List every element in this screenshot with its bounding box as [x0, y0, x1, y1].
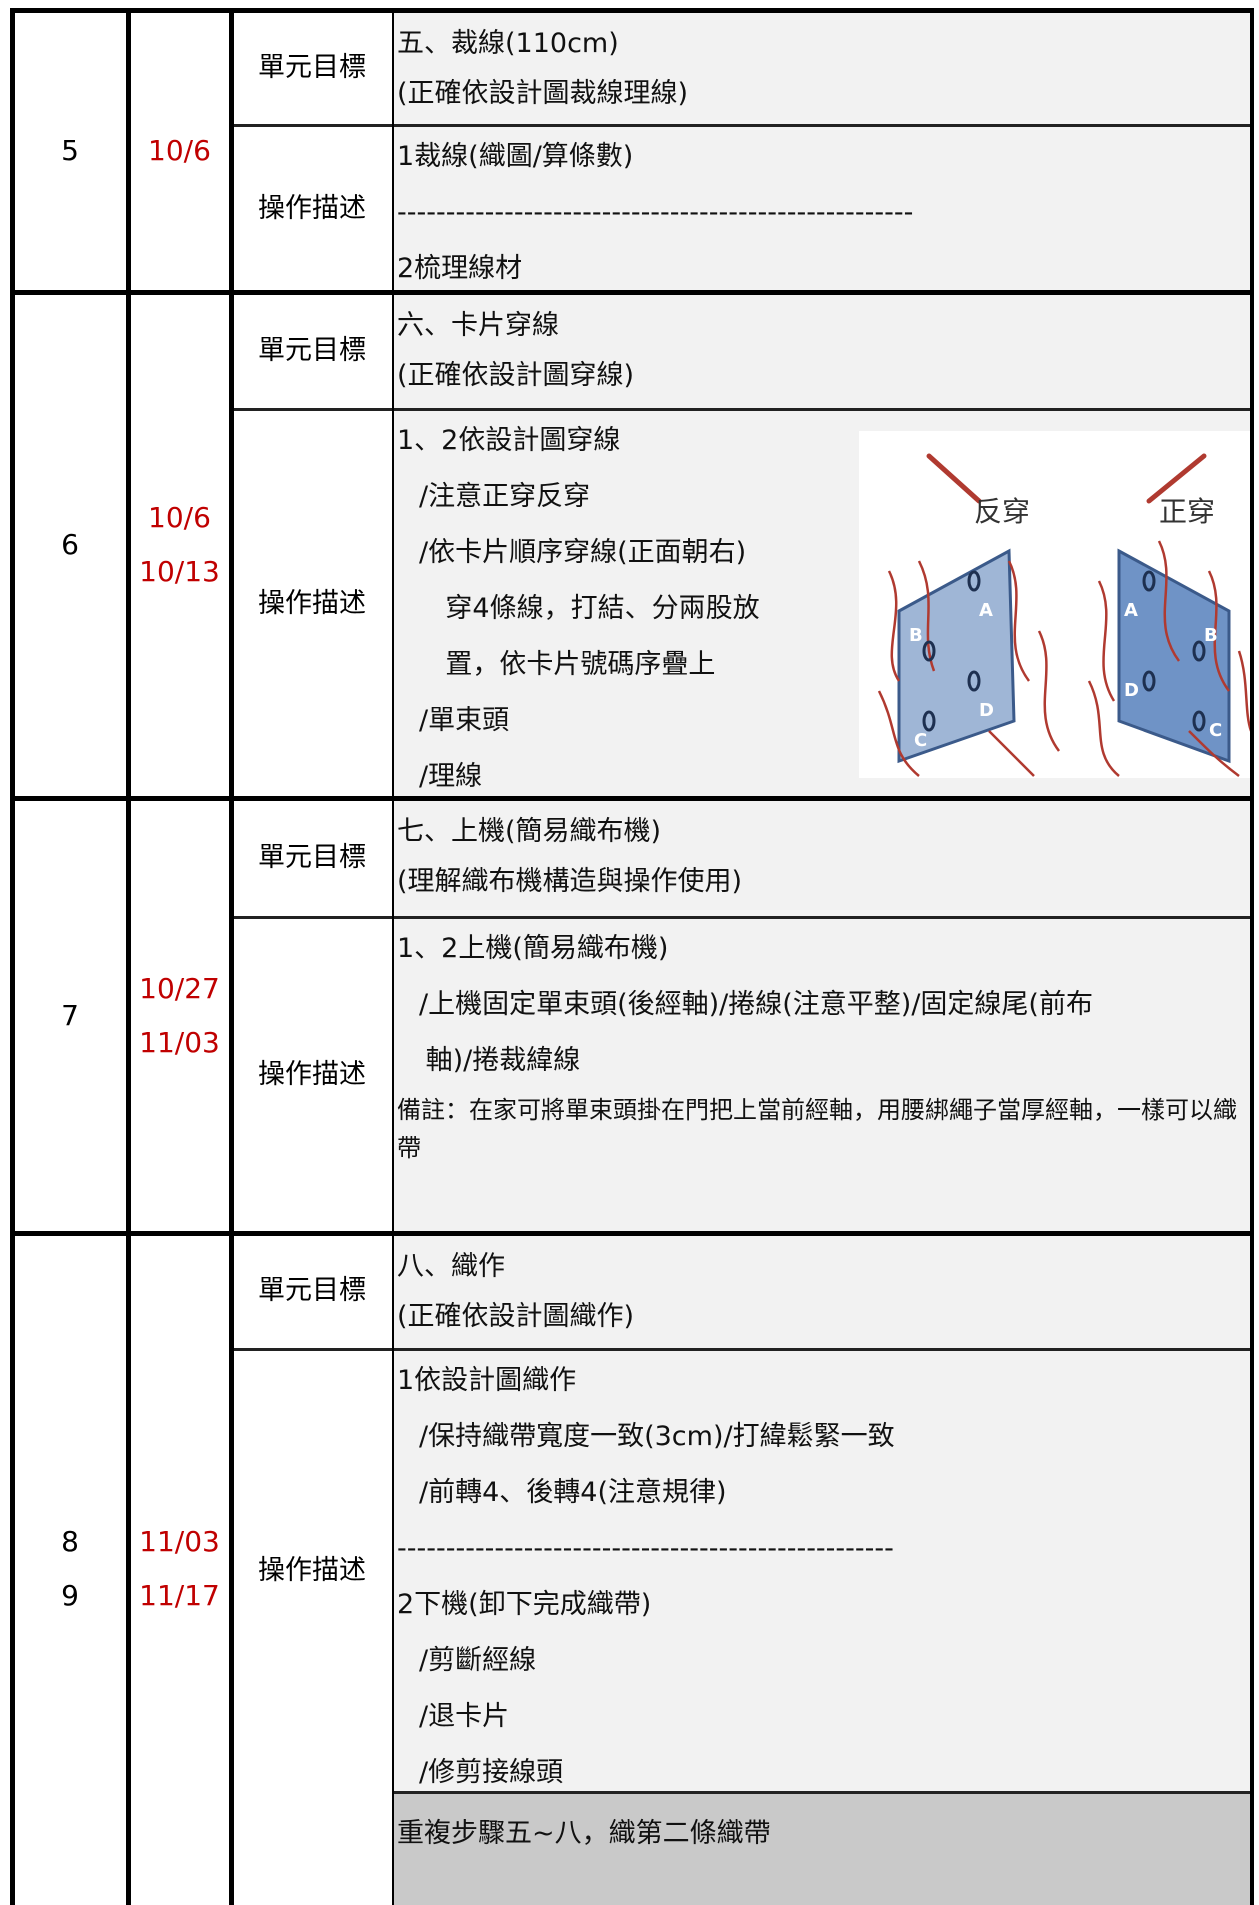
note: 備註：在家可將單束頭掛在門把上當前經軸，用腰綁繩子當厚經軸，一樣可以織帶 [397, 1096, 1237, 1162]
week-cell: 6 [12, 292, 128, 798]
column-border [392, 8, 394, 1905]
hole-label: C [1209, 720, 1222, 741]
desc-line: /注意正穿反穿 [419, 481, 591, 512]
desc-line: ----------------------------------------… [397, 1533, 894, 1564]
hole-label: B [1204, 625, 1218, 646]
column-border [10, 8, 15, 1905]
goal-line: 八、織作 [397, 1251, 505, 1282]
date-cell: 10/6 10/13 [128, 292, 231, 798]
date: 10/27 [139, 971, 220, 1005]
desc-line: 置，依卡片號碼序疊上 [445, 649, 716, 680]
week-number: 5 [61, 134, 79, 167]
date: 10/13 [139, 555, 220, 588]
desc-line: 1、2依設計圖穿線 [397, 425, 621, 456]
row-border [12, 290, 1254, 295]
goal-label: 單元目標 [258, 51, 366, 83]
goal-label: 單元目標 [258, 841, 366, 873]
week-number: 7 [61, 998, 79, 1032]
desc-label: 操作描述 [258, 192, 366, 224]
desc-line: 1裁線(織圖/算條數) [397, 141, 634, 172]
desc-line: 2梳理線材 [397, 253, 523, 284]
desc-line: /上機固定單束頭(後經軸)/捲線(注意平整)/固定線尾(前布 [419, 989, 1093, 1020]
date-cell: 10/27 11/03 [128, 798, 231, 1233]
sub-border [231, 124, 1254, 127]
hole-label: D [979, 700, 994, 721]
hole-label: A [1124, 600, 1138, 621]
desc-line: ----------------------------------------… [397, 197, 914, 228]
sub-border [231, 1348, 1254, 1351]
desc-line: /保持織帶寬度一致(3cm)/打緯鬆緊一致 [419, 1421, 895, 1452]
date: 11/17 [139, 1579, 220, 1612]
goal-label: 單元目標 [258, 334, 366, 366]
date: 10/6 [148, 134, 211, 167]
column-border [229, 8, 234, 1905]
hole-label: A [979, 600, 993, 621]
cell-bg [393, 10, 1252, 292]
cell-bg [393, 798, 1252, 1233]
figure-label: 反穿 [974, 495, 1030, 528]
row-border [12, 1231, 1254, 1236]
sub-border [393, 1791, 1254, 1794]
desc-line: 2下機(卸下完成織帶) [397, 1589, 652, 1620]
week-cell: 7 [12, 798, 128, 1233]
row-border [12, 8, 1254, 13]
column-border [126, 8, 131, 1905]
desc-line: 1依設計圖織作 [397, 1365, 577, 1396]
desc-line: 軸)/捲裁緯線 [425, 1045, 581, 1076]
desc-label: 操作描述 [258, 587, 366, 619]
repeat-line: 重複步驟五~八，織第二條織帶 [397, 1818, 771, 1849]
desc-line: /剪斷經線 [419, 1645, 537, 1676]
goal-line: 六、卡片穿線 [397, 310, 559, 341]
goal-line: (正確依設計圖裁線理線) [397, 78, 689, 109]
sub-border [231, 408, 1254, 411]
desc-line: /依卡片順序穿線(正面朝右) [419, 537, 747, 568]
column-border [1250, 8, 1254, 1905]
date: 10/6 [148, 501, 211, 534]
week-number: 9 [61, 1579, 79, 1612]
threading-figure: 反穿 正穿 A B C D A B C D [859, 431, 1252, 778]
hole-label: C [914, 730, 927, 751]
hole-label: B [909, 625, 923, 646]
date-cell: 10/6 [128, 10, 231, 292]
date: 11/03 [139, 1525, 220, 1558]
goal-line: 七、上機(簡易織布機) [397, 816, 662, 847]
date: 11/03 [139, 1025, 220, 1059]
repeat-bg [393, 1792, 1252, 1905]
desc-line: /前轉4、後轉4(注意規律) [419, 1477, 727, 1508]
row-border [12, 796, 1254, 801]
desc-line: 1、2上機(簡易織布機) [397, 933, 669, 964]
figure-label: 正穿 [1159, 495, 1215, 528]
desc-line: /修剪接線頭 [419, 1757, 564, 1788]
week-number: 8 [61, 1525, 79, 1558]
goal-line: (正確依設計圖織作) [397, 1301, 635, 1332]
sub-border [231, 916, 1254, 919]
desc-line: /理線 [419, 761, 483, 792]
date-cell: 11/03 11/17 [128, 1233, 231, 1905]
desc-line: /退卡片 [419, 1701, 510, 1732]
desc-line: /單束頭 [419, 705, 510, 736]
goal-line: (理解織布機構造與操作使用) [397, 866, 743, 897]
desc-line: 穿4條線，打結、分兩股放 [445, 593, 760, 624]
hole-label: D [1124, 680, 1139, 701]
goal-line: 五、裁線(110cm) [397, 28, 619, 59]
desc-label: 操作描述 [258, 1059, 366, 1090]
week-number: 6 [61, 528, 79, 561]
desc-label: 操作描述 [258, 1554, 366, 1586]
goal-line: (正確依設計圖穿線) [397, 360, 635, 391]
goal-label: 單元目標 [258, 1275, 366, 1306]
week-cell: 5 [12, 10, 128, 292]
